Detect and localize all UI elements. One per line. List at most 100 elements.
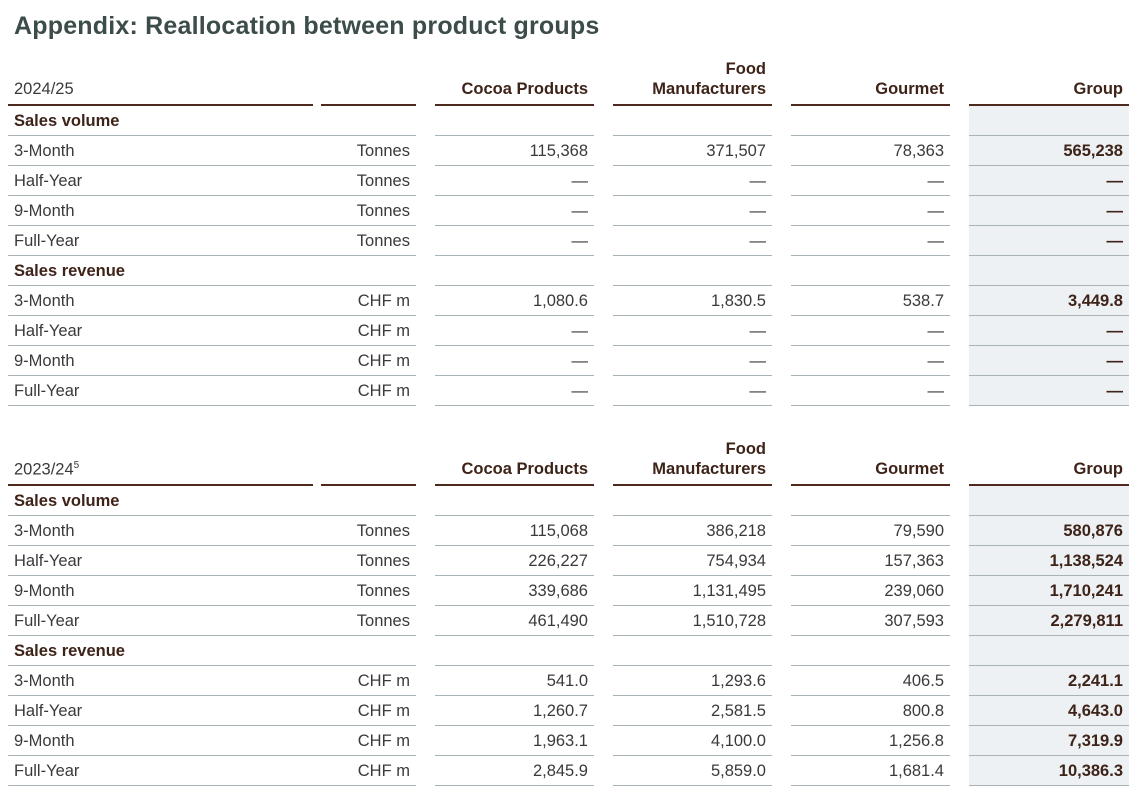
- group-value-cell: 10,386.3: [969, 756, 1129, 786]
- col-header-gourmet: Gourmet: [875, 460, 944, 478]
- empty-cell: [791, 106, 950, 136]
- group-value: 3,449.8: [1067, 292, 1123, 310]
- gourmet-value-cell: 1,256.8: [791, 726, 950, 756]
- unit-value-cell: CHF m: [321, 666, 416, 696]
- unit-value: CHF m: [357, 352, 410, 370]
- cocoa-value: —: [571, 352, 589, 370]
- gourmet-value-cell: 78,363: [791, 136, 950, 166]
- empty-cell: [435, 256, 594, 286]
- group-value-cell: —: [969, 226, 1129, 256]
- food-value-cell: 1,293.6: [613, 666, 772, 696]
- unit-value-cell: CHF m: [321, 726, 416, 756]
- table-row: Full-Year Tonnes — — — —: [8, 226, 1132, 256]
- gourmet-value-cell: 538.7: [791, 286, 950, 316]
- row-label: Half-Year: [14, 172, 83, 190]
- group-value: 565,238: [1063, 142, 1123, 160]
- empty-cell: [969, 486, 1129, 516]
- unit-value: Tonnes: [356, 202, 410, 220]
- group-value-cell: 1,138,524: [969, 546, 1129, 576]
- row-label-cell: 3-Month: [8, 666, 330, 696]
- cocoa-value-cell: 1,260.7: [435, 696, 594, 726]
- cocoa-value: —: [571, 382, 589, 400]
- section-label-cell: Sales revenue: [8, 636, 330, 666]
- row-label-cell: Full-Year: [8, 226, 330, 256]
- row-label-cell: 3-Month: [8, 516, 330, 546]
- cocoa-value: 339,686: [528, 582, 588, 600]
- food-value-cell: 754,934: [613, 546, 772, 576]
- unit-value: CHF m: [357, 672, 410, 690]
- row-label: 3-Month: [14, 672, 75, 690]
- gourmet-value-cell: 157,363: [791, 546, 950, 576]
- unit-value: Tonnes: [356, 612, 410, 630]
- unit-value-cell: CHF m: [321, 316, 416, 346]
- gourmet-value: 1,681.4: [888, 762, 944, 780]
- section-label: Sales volume: [14, 112, 120, 130]
- empty-cell: [613, 486, 772, 516]
- table-row: 9-Month Tonnes — — — —: [8, 196, 1132, 226]
- unit-value-cell: Tonnes: [321, 516, 416, 546]
- cocoa-value: 461,490: [528, 612, 588, 630]
- cocoa-value: —: [571, 322, 589, 340]
- unit-value-cell: CHF m: [321, 376, 416, 406]
- table-row: 3-Month CHF m 1,080.6 1,830.5 538.7 3,449.8: [8, 286, 1132, 316]
- row-label-cell: Full-Year: [8, 756, 330, 786]
- group-value: 4,643.0: [1067, 702, 1123, 720]
- unit-value-cell: Tonnes: [321, 196, 416, 226]
- gourmet-value-cell: —: [791, 166, 950, 196]
- col-header-food: Food Manufacturers: [619, 59, 766, 99]
- cocoa-value-cell: —: [435, 346, 594, 376]
- row-label-cell: Half-Year: [8, 696, 330, 726]
- food-value-cell: —: [613, 346, 772, 376]
- unit-value-cell: CHF m: [321, 756, 416, 786]
- group-value-cell: —: [969, 346, 1129, 376]
- food-value: —: [749, 322, 767, 340]
- row-label-cell: Full-Year: [8, 606, 330, 636]
- gourmet-value: 800.8: [902, 702, 944, 720]
- table-row: Full-Year CHF m — — — —: [8, 376, 1132, 406]
- food-value-cell: 386,218: [613, 516, 772, 546]
- col-header-cocoa: Cocoa Products: [461, 460, 588, 478]
- gourmet-value: 157,363: [884, 552, 944, 570]
- gourmet-value-cell: —: [791, 316, 950, 346]
- col-header-food-line2: Manufacturers: [652, 460, 766, 478]
- group-value-cell: 3,449.8: [969, 286, 1129, 316]
- cocoa-value-cell: 339,686: [435, 576, 594, 606]
- table-header-row: 2024/25 Cocoa Products Food Manufacturers Go…: [8, 58, 1132, 106]
- table-row: Full-Year Tonnes 461,490 1,510,728 307,593 2,…: [8, 606, 1132, 636]
- unit-value-cell: CHF m: [321, 696, 416, 726]
- empty-cell: [321, 106, 416, 136]
- table-row: Half-Year CHF m 1,260.7 2,581.5 800.8 4,643.0: [8, 696, 1132, 726]
- group-value: 7,319.9: [1067, 732, 1123, 750]
- row-label: Full-Year: [14, 612, 80, 630]
- group-value: —: [1106, 382, 1124, 400]
- food-value-cell: —: [613, 226, 772, 256]
- unit-value: Tonnes: [356, 522, 410, 540]
- cocoa-value: 1,260.7: [532, 702, 588, 720]
- col-header-food: Food Manufacturers: [619, 439, 766, 479]
- col-header-cocoa-cell: Cocoa Products: [435, 438, 594, 486]
- gourmet-value: 78,363: [893, 142, 944, 160]
- table-row: 3-Month Tonnes 115,368 371,507 78,363 565,238: [8, 136, 1132, 166]
- gourmet-value-cell: —: [791, 196, 950, 226]
- section-row: Sales revenue: [8, 636, 1132, 666]
- gourmet-value-cell: 79,590: [791, 516, 950, 546]
- col-header-food-line1: Food: [725, 440, 766, 458]
- unit-value-cell: Tonnes: [321, 546, 416, 576]
- cocoa-value-cell: 541.0: [435, 666, 594, 696]
- cocoa-value-cell: —: [435, 376, 594, 406]
- food-value: 1,830.5: [710, 292, 766, 310]
- empty-cell: [791, 256, 950, 286]
- group-value-cell: 2,241.1: [969, 666, 1129, 696]
- unit-value-cell: Tonnes: [321, 136, 416, 166]
- section-label-cell: Sales revenue: [8, 256, 330, 286]
- food-value: 754,934: [706, 552, 766, 570]
- group-value: —: [1106, 232, 1124, 250]
- gourmet-value: —: [927, 202, 945, 220]
- food-value-cell: 1,131,495: [613, 576, 772, 606]
- gourmet-value: 239,060: [884, 582, 944, 600]
- row-label-cell: 3-Month: [8, 286, 330, 316]
- section-label: Sales volume: [14, 492, 120, 510]
- group-value-cell: 565,238: [969, 136, 1129, 166]
- gourmet-value: 1,256.8: [888, 732, 944, 750]
- food-value-cell: 5,859.0: [613, 756, 772, 786]
